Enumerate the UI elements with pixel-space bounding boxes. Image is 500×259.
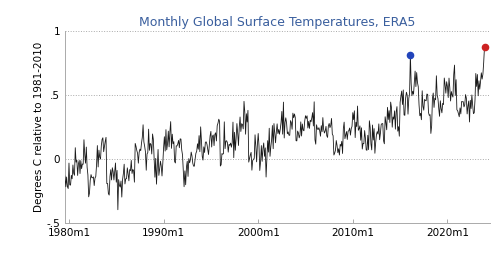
Point	[480, 45, 488, 49]
Point	[406, 53, 414, 57]
Title: Monthly Global Surface Temperatures, ERA5: Monthly Global Surface Temperatures, ERA…	[140, 16, 415, 28]
Y-axis label: Degrees C relative to 1981-2010: Degrees C relative to 1981-2010	[34, 42, 43, 212]
